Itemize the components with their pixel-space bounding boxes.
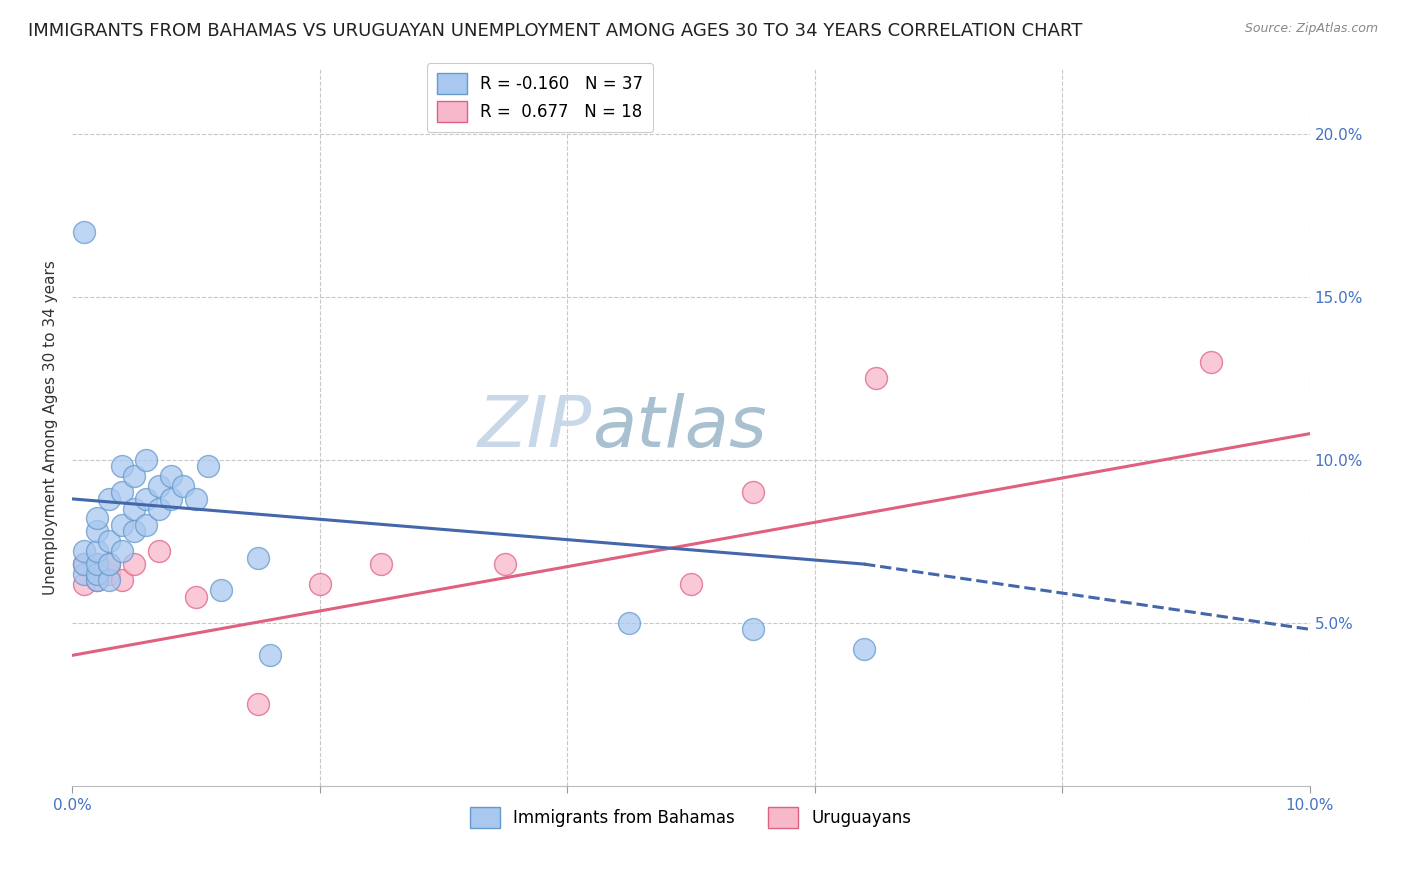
- Point: [98, 557, 121, 571]
- Point: [246, 550, 269, 565]
- Point: [122, 524, 145, 539]
- Point: [741, 622, 763, 636]
- Point: [148, 479, 170, 493]
- Text: atlas: atlas: [592, 392, 766, 462]
- Point: [86, 566, 108, 581]
- Text: ZIP: ZIP: [478, 392, 592, 462]
- Point: [73, 557, 96, 571]
- Point: [172, 479, 194, 493]
- Point: [679, 576, 702, 591]
- Point: [246, 698, 269, 712]
- Point: [110, 485, 132, 500]
- Point: [148, 544, 170, 558]
- Point: [73, 225, 96, 239]
- Text: IMMIGRANTS FROM BAHAMAS VS URUGUAYAN UNEMPLOYMENT AMONG AGES 30 TO 34 YEARS CORR: IMMIGRANTS FROM BAHAMAS VS URUGUAYAN UNE…: [28, 22, 1083, 40]
- Point: [122, 557, 145, 571]
- Point: [1199, 355, 1222, 369]
- Point: [98, 574, 121, 588]
- Point: [86, 574, 108, 588]
- Point: [86, 511, 108, 525]
- Point: [135, 518, 157, 533]
- Point: [308, 576, 330, 591]
- Legend: Immigrants from Bahamas, Uruguayans: Immigrants from Bahamas, Uruguayans: [464, 800, 918, 835]
- Point: [259, 648, 281, 663]
- Point: [122, 469, 145, 483]
- Point: [135, 491, 157, 506]
- Point: [741, 485, 763, 500]
- Point: [135, 452, 157, 467]
- Point: [98, 566, 121, 581]
- Point: [209, 583, 232, 598]
- Point: [98, 491, 121, 506]
- Point: [73, 576, 96, 591]
- Point: [865, 371, 887, 385]
- Point: [73, 566, 96, 581]
- Point: [86, 574, 108, 588]
- Point: [73, 557, 96, 571]
- Point: [197, 459, 219, 474]
- Point: [86, 557, 108, 571]
- Point: [148, 501, 170, 516]
- Point: [86, 544, 108, 558]
- Point: [617, 615, 640, 630]
- Point: [853, 641, 876, 656]
- Point: [184, 590, 207, 604]
- Point: [160, 491, 183, 506]
- Point: [110, 518, 132, 533]
- Point: [184, 491, 207, 506]
- Y-axis label: Unemployment Among Ages 30 to 34 years: Unemployment Among Ages 30 to 34 years: [44, 260, 58, 595]
- Point: [122, 501, 145, 516]
- Point: [110, 459, 132, 474]
- Point: [494, 557, 516, 571]
- Text: Source: ZipAtlas.com: Source: ZipAtlas.com: [1244, 22, 1378, 36]
- Point: [73, 544, 96, 558]
- Point: [160, 469, 183, 483]
- Point: [370, 557, 392, 571]
- Point: [98, 557, 121, 571]
- Point: [98, 534, 121, 549]
- Point: [86, 524, 108, 539]
- Point: [110, 544, 132, 558]
- Point: [86, 557, 108, 571]
- Point: [110, 574, 132, 588]
